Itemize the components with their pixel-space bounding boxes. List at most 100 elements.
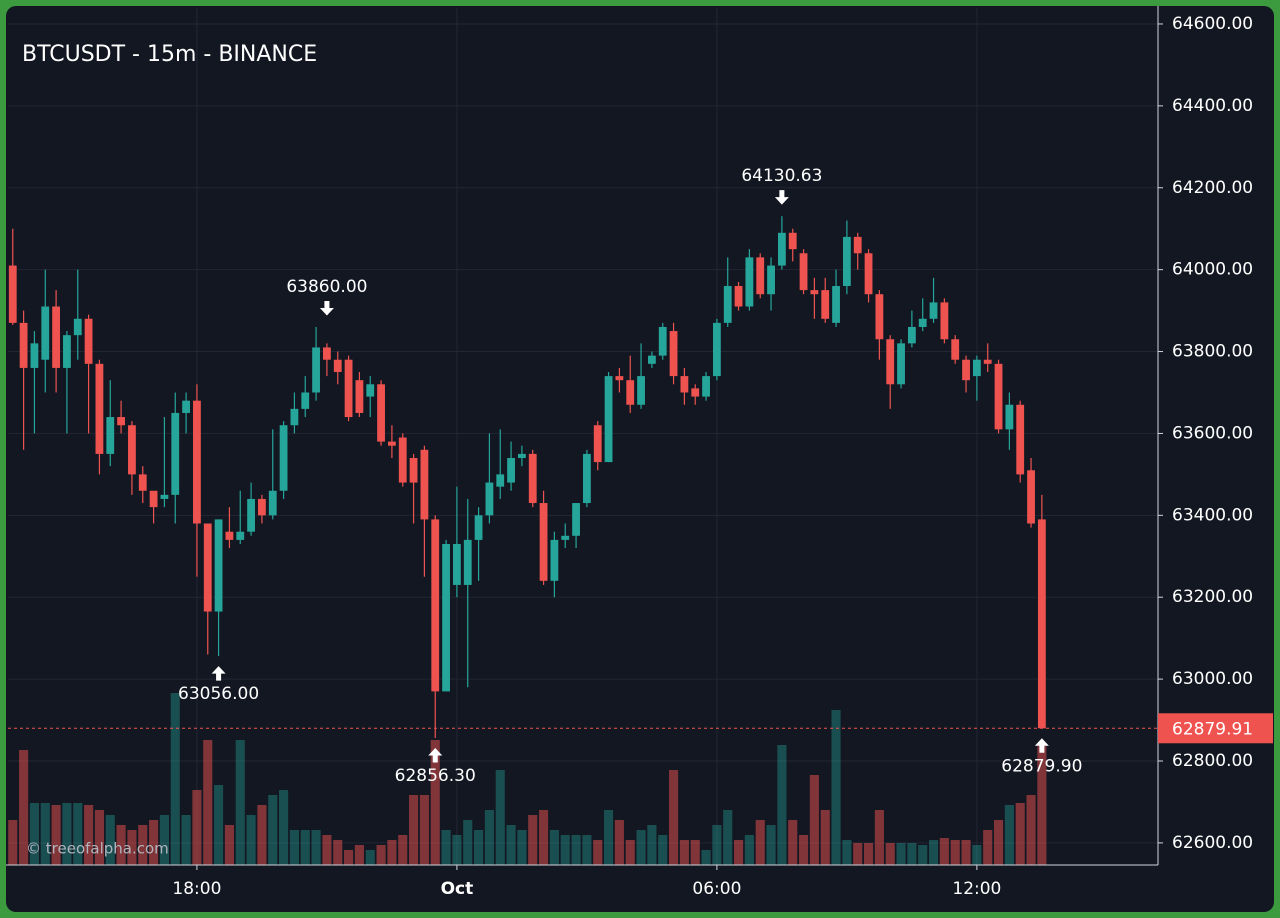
y-tick-label: 63000.00 [1172,669,1253,689]
candle-body [106,417,115,454]
candle-body [1016,404,1025,475]
volume-bar [19,750,29,865]
candle-body [853,236,862,254]
volume-bar [116,825,126,865]
volume-bar [84,805,94,865]
volume-bar [484,810,494,865]
volume-bar [744,835,754,865]
candle-body [377,384,385,442]
volume-bar [593,840,603,865]
volume-bar [723,810,733,865]
last-price-box [1158,713,1273,744]
volume-layer [8,693,1047,865]
candle-body [290,408,299,426]
candle-body [420,449,429,520]
volume-bar [463,820,473,865]
volume-bar [300,830,310,865]
candle-body [702,376,710,397]
volume-bar [582,835,592,865]
candle-body [312,347,320,393]
candle-body [41,306,50,360]
volume-bar [354,845,364,865]
candle-body [182,400,190,413]
candle-body [723,286,732,323]
volume-bar [658,835,668,865]
candle-body [1005,404,1014,430]
candle-body [918,318,927,327]
last-price-label: 62879.91 [1172,719,1253,739]
candle-body [788,232,797,250]
candle-body [203,523,212,612]
volume-bar [1037,745,1047,865]
candle-body [734,286,743,307]
candle-body [929,302,938,319]
volume-bar [950,840,960,865]
candle-body [518,453,526,458]
candle-body [897,343,905,385]
candle-body [550,539,559,581]
y-tick-label: 63400.00 [1172,505,1253,525]
volume-bar [528,815,538,865]
volume-bar [539,810,549,865]
y-tick-label: 62600.00 [1172,833,1253,853]
candle-body [821,290,830,319]
volume-bar [214,785,224,865]
x-tick-label: 18:00 [172,879,221,899]
candle-body [366,384,375,397]
candle-body [593,425,602,463]
volume-bar [506,825,516,865]
volume-bar [419,795,429,865]
volume-bar [398,835,408,865]
volume-bar [604,810,614,865]
volume-bar [40,803,50,865]
volume-bar [842,840,852,865]
volume-bar [289,830,299,865]
candle-body [138,474,147,491]
volume-bar [149,820,159,865]
candle-body [907,326,916,344]
candle-body [951,339,960,360]
y-tick-label: 64600.00 [1172,14,1253,34]
volume-bar [8,820,18,865]
annotation-arrow [319,300,334,316]
candle-body [474,515,483,540]
volume-bar [679,840,689,865]
volume-bar [874,810,884,865]
volume-bar [517,830,527,865]
volume-bar [809,775,819,865]
watermark: © treeofalpha.com [26,840,169,858]
volume-bar [192,790,202,865]
volume-bar [474,830,484,865]
y-tick-label: 62800.00 [1172,751,1253,771]
volume-bar [224,825,234,865]
chart-title: BTCUSDT - 15m - BINANCE [22,42,317,67]
y-tick-label: 64000.00 [1172,260,1253,280]
volume-bar [203,740,213,865]
volume-bar [972,845,982,865]
candle-body [128,425,136,475]
candle-body [1037,519,1046,729]
volume-bar [430,740,440,865]
volume-bar [279,790,289,865]
volume-bar [344,850,354,865]
volume-bar [701,850,711,865]
candle-body [247,498,255,532]
candle-body [810,290,819,295]
candle-body [193,400,201,524]
volume-bar [712,825,722,865]
candle-body [225,531,234,540]
volume-bar [322,835,332,865]
candle-body [485,482,494,516]
candle-body [8,265,17,323]
volume-bar [409,795,419,865]
volume-bar [734,840,744,865]
candle-body [777,232,786,266]
candle-body [301,392,310,409]
candle-body [30,343,39,368]
volume-bar [235,740,245,865]
volume-bar [333,840,343,865]
candle-body [84,318,93,364]
candle-body [398,437,407,483]
candle-body [756,257,765,295]
candle-body [864,253,873,295]
